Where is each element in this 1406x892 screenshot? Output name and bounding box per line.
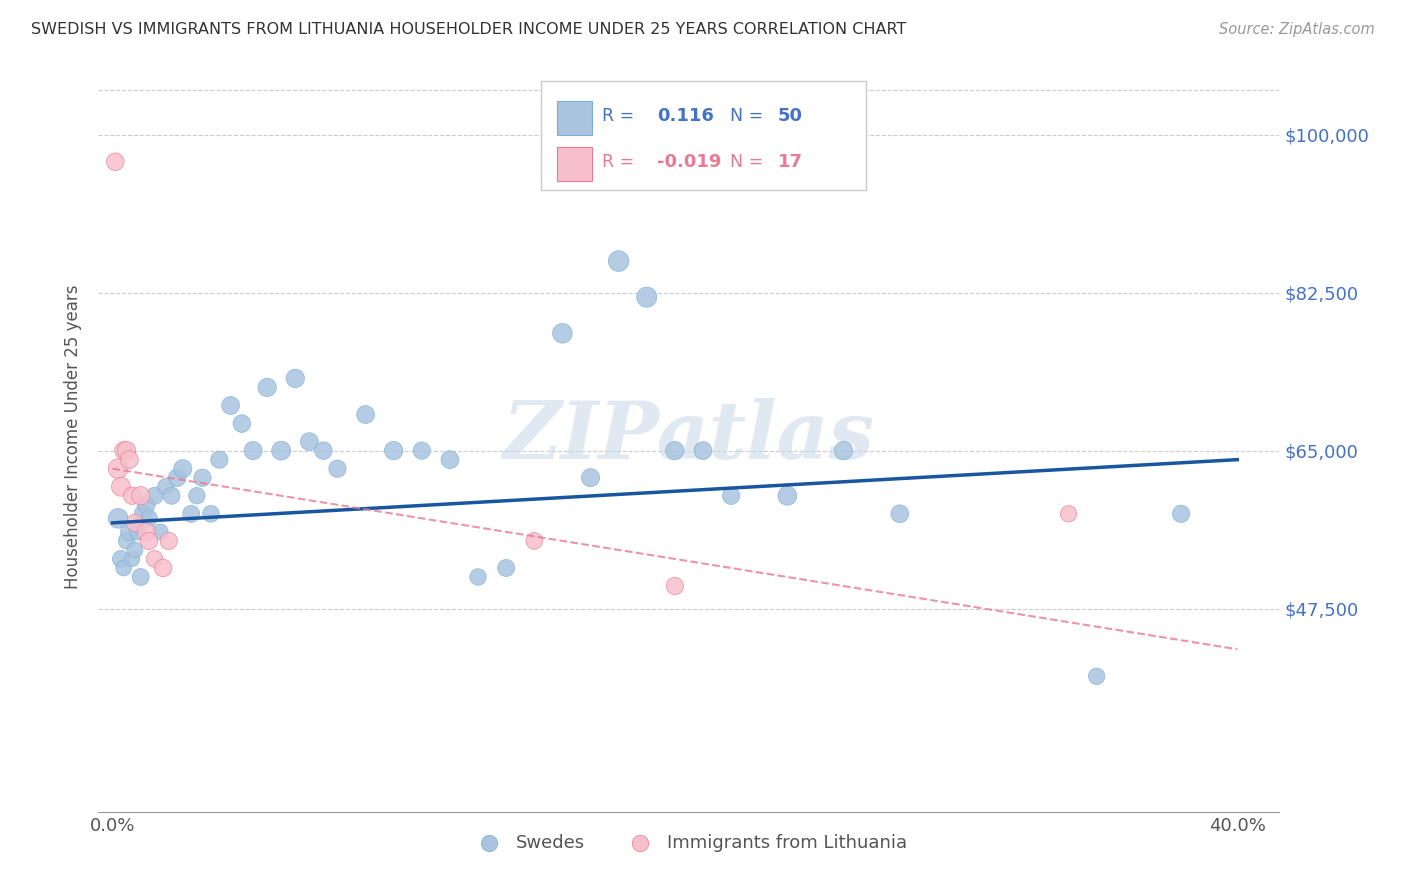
Point (200, 507, 222, 521)
Point (127, 524, 149, 539)
Point (495, 561, 517, 575)
Point (720, 489, 742, 503)
Point (692, 443, 714, 458)
Point (110, 552, 132, 566)
Point (354, 408, 377, 422)
Text: 17: 17 (778, 153, 803, 171)
Point (135, 524, 157, 539)
Point (135, 498, 157, 512)
Point (326, 461, 349, 475)
Point (312, 443, 335, 458)
Point (115, 533, 138, 548)
Text: -0.019: -0.019 (657, 153, 721, 171)
Point (107, 511, 129, 525)
Point (132, 507, 155, 521)
Point (636, 290, 658, 304)
Point (121, 552, 143, 566)
Point (186, 489, 208, 503)
Text: ZIPatlas: ZIPatlas (503, 399, 875, 475)
Point (1085, 669, 1108, 683)
Point (160, 489, 183, 503)
Point (439, 452, 461, 467)
Point (467, 570, 489, 584)
Point (149, 524, 172, 539)
Point (579, 471, 602, 485)
Point (152, 561, 174, 575)
Point (889, 507, 911, 521)
Point (219, 399, 242, 413)
Point (256, 380, 278, 394)
Text: SWEDISH VS IMMIGRANTS FROM LITHUANIA HOUSEHOLDER INCOME UNDER 25 YEARS CORRELATI: SWEDISH VS IMMIGRANTS FROM LITHUANIA HOU… (31, 22, 907, 37)
Point (155, 480, 177, 494)
Point (664, 443, 686, 458)
Point (118, 524, 141, 539)
Point (107, 461, 129, 475)
Point (129, 570, 152, 584)
Point (104, 154, 127, 169)
Point (124, 516, 146, 530)
Point (832, 443, 855, 458)
Point (118, 452, 141, 467)
Point (231, 417, 253, 431)
Point (112, 561, 135, 575)
Point (110, 480, 132, 494)
Bar (557, 102, 592, 135)
Point (284, 371, 307, 385)
Point (523, 533, 546, 548)
Point (208, 452, 231, 467)
Point (172, 461, 194, 475)
Text: 50: 50 (778, 107, 803, 126)
Point (180, 507, 202, 521)
Y-axis label: Householder Income Under 25 years: Householder Income Under 25 years (65, 285, 83, 590)
Point (143, 489, 166, 503)
Text: 0.116: 0.116 (657, 107, 714, 126)
Point (129, 489, 152, 503)
Point (143, 552, 166, 566)
Point (382, 443, 405, 458)
Point (551, 326, 574, 341)
Point (1170, 507, 1192, 521)
Legend: Swedes, Immigrants from Lithuania: Swedes, Immigrants from Lithuania (464, 827, 914, 859)
Point (138, 511, 160, 525)
Point (166, 471, 188, 485)
Point (121, 489, 143, 503)
Text: Source: ZipAtlas.com: Source: ZipAtlas.com (1219, 22, 1375, 37)
Point (138, 533, 160, 548)
Point (157, 533, 180, 548)
Text: N =: N = (730, 153, 763, 171)
Point (112, 443, 135, 458)
FancyBboxPatch shape (541, 81, 866, 190)
Text: N =: N = (730, 107, 763, 126)
Point (191, 471, 214, 485)
Bar (557, 147, 592, 181)
Point (664, 579, 686, 593)
Point (1057, 507, 1080, 521)
Point (298, 434, 321, 449)
Point (242, 443, 264, 458)
Text: R =: R = (602, 107, 634, 126)
Point (411, 443, 433, 458)
Point (270, 443, 292, 458)
Point (115, 443, 138, 458)
Point (124, 543, 146, 558)
Text: R =: R = (602, 153, 634, 171)
Point (607, 254, 630, 268)
Point (776, 489, 799, 503)
